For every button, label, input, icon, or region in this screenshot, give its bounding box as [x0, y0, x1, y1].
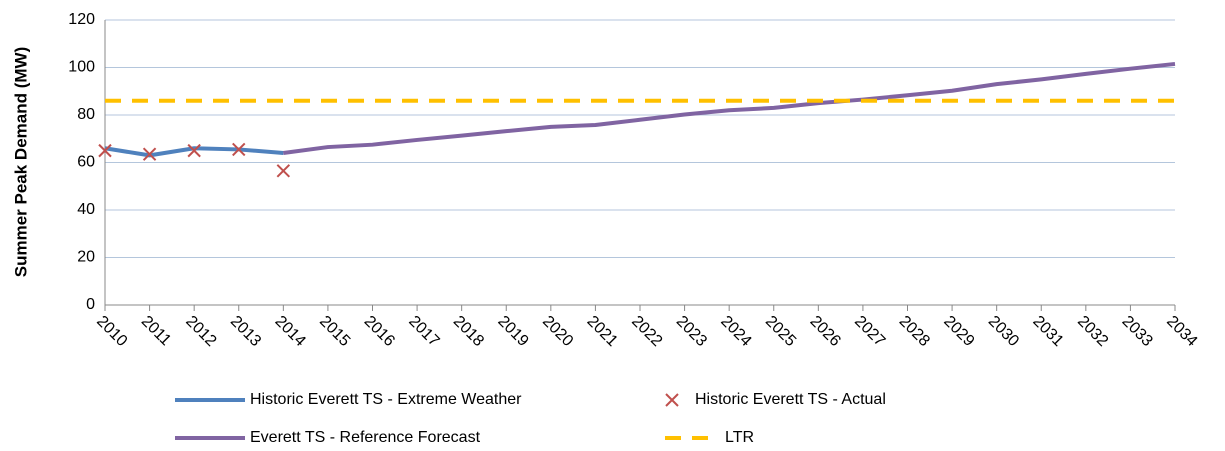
- x-tick-label: 2024: [717, 313, 754, 350]
- x-tick-label: 2013: [227, 313, 264, 350]
- x-tick-label: 2033: [1119, 313, 1156, 350]
- marker: [187, 143, 201, 158]
- x-tick-label: 2015: [316, 313, 353, 350]
- x-tick-label: 2025: [762, 313, 799, 350]
- series-line: [283, 61, 1176, 155]
- x-tick-label: 2018: [450, 313, 487, 350]
- x-tick-label: 2017: [405, 313, 442, 350]
- y-axis-label: Summer Peak Demand (MW): [11, 47, 30, 278]
- x-tick-label: 2014: [272, 313, 309, 350]
- legend-label: LTR: [725, 429, 754, 446]
- x-tick-label: 2019: [494, 313, 531, 350]
- x-tick-label: 2028: [896, 313, 933, 350]
- x-tick-label: 2020: [539, 313, 576, 350]
- legend-label: Historic Everett TS - Actual: [695, 391, 886, 408]
- x-tick-label: 2027: [851, 313, 888, 350]
- marker: [142, 147, 157, 161]
- legend-label: Historic Everett TS - Extreme Weather: [250, 391, 522, 408]
- y-tick-label: 0: [86, 296, 95, 313]
- series-line: [104, 146, 284, 158]
- x-tick-label: 2012: [182, 313, 219, 350]
- legend-label: Everett TS - Reference Forecast: [250, 429, 481, 446]
- x-tick-label: 2016: [361, 313, 398, 350]
- y-tick-label: 40: [77, 201, 95, 218]
- y-tick-label: 60: [77, 154, 95, 171]
- x-tick-label: 2021: [584, 313, 621, 350]
- x-tick-label: 2023: [673, 313, 710, 350]
- marker: [276, 164, 291, 178]
- x-tick-label: 2029: [940, 313, 977, 350]
- y-tick-label: 80: [77, 106, 95, 123]
- x-tick-label: 2022: [628, 313, 665, 350]
- x-tick-label: 2032: [1074, 313, 1111, 350]
- x-tick-label: 2026: [807, 313, 844, 350]
- marker: [232, 142, 246, 157]
- x-tick-label: 2011: [138, 313, 174, 349]
- y-tick-label: 20: [77, 249, 95, 266]
- marker: [665, 393, 679, 407]
- x-tick-label: 2031: [1029, 313, 1066, 350]
- x-tick-label: 2030: [985, 313, 1022, 350]
- y-tick-label: 100: [68, 59, 95, 76]
- x-tick-label: 2034: [1163, 313, 1200, 350]
- x-tick-label: 2010: [93, 313, 130, 350]
- y-tick-label: 120: [68, 11, 95, 28]
- marker: [98, 143, 112, 158]
